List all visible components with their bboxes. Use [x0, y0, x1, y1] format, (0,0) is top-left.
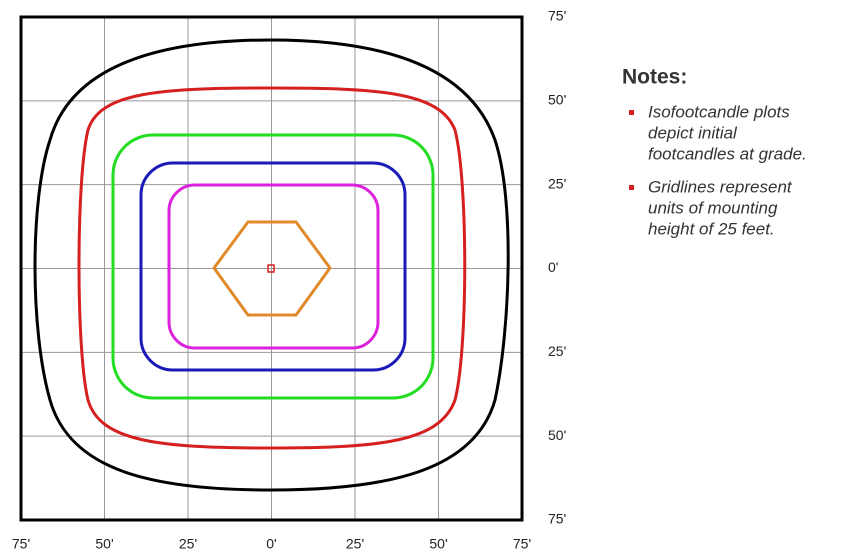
bullet — [629, 110, 634, 115]
x-axis-label: 25' — [179, 536, 197, 552]
bullet — [629, 185, 634, 190]
y-axis-label: 25' — [548, 343, 566, 359]
luminaire-marker — [267, 264, 275, 273]
note-line: Gridlines represent — [648, 177, 793, 196]
contour-black — [33, 38, 510, 492]
x-axis-label: 75' — [513, 536, 531, 552]
x-axis-label: 50' — [429, 536, 447, 552]
note-line: units of mounting — [648, 198, 778, 217]
x-axis-label: 75' — [12, 536, 30, 552]
contour-blue — [139, 161, 407, 372]
contour-orange — [212, 220, 332, 317]
x-axis-label: 25' — [346, 536, 364, 552]
y-axis-label: 75' — [548, 8, 566, 24]
x-axis-label: 50' — [95, 536, 113, 552]
note-line: Isofootcandle plots — [648, 102, 790, 121]
contour-green — [111, 133, 435, 400]
x-axis-label: 0' — [266, 536, 276, 552]
note-line: depict initial — [648, 123, 738, 142]
note-line: height of 25 feet. — [648, 219, 775, 238]
grid — [21, 17, 522, 520]
contour-red — [77, 86, 467, 450]
y-axis-label: 75' — [548, 511, 566, 527]
y-axis-label: 50' — [548, 427, 566, 443]
plot-frame — [19, 15, 524, 522]
note-line: footcandles at grade. — [648, 144, 807, 163]
axis-labels: 75' 50' 25' 0' 25' 50' 75' 75' 50' 25' 0' 25' 50' 75' — [12, 8, 566, 552]
contour-magenta — [167, 183, 380, 350]
notes-title: Notes: — [622, 66, 687, 89]
y-axis-label: 0' — [548, 259, 558, 275]
y-axis-label: 50' — [548, 92, 566, 108]
y-axis-label: 25' — [548, 175, 566, 191]
notes: Notes: Isofootcandle plots depict initial f… — [622, 66, 807, 239]
